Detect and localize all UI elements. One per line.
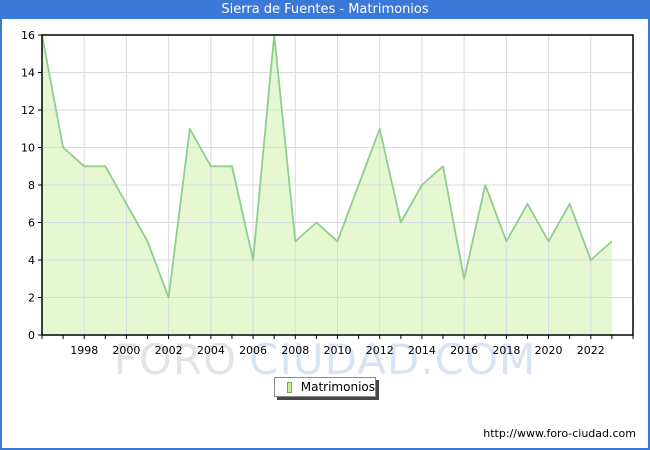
legend-label: Matrimonios	[300, 380, 375, 394]
x-tick-label: 2012	[366, 344, 394, 357]
x-tick-label: 2020	[535, 344, 563, 357]
watermark: FORO CIUDAD.COM	[2, 332, 648, 388]
x-tick-label: 2006	[239, 344, 267, 357]
x-tick-label: 2002	[155, 344, 183, 357]
y-tick-label: 4	[28, 254, 35, 267]
x-tick-label: 2000	[112, 344, 140, 357]
y-tick-label: 8	[28, 179, 35, 192]
y-tick-label: 16	[21, 29, 35, 42]
y-tick-label: 2	[28, 292, 35, 305]
x-tick-label: 2008	[281, 344, 309, 357]
x-tick-label: 2018	[492, 344, 520, 357]
y-tick-label: 10	[21, 142, 35, 155]
y-tick-label: 6	[28, 217, 35, 230]
window-title-bar: Sierra de Fuentes - Matrimonios	[2, 0, 648, 19]
x-tick-label: 1998	[70, 344, 98, 357]
page-title: Sierra de Fuentes - Matrimonios	[221, 2, 429, 17]
legend: Matrimonios	[274, 377, 376, 397]
watermark-text-2: CIUDAD.COM	[249, 335, 537, 384]
x-tick-label: 2022	[577, 344, 605, 357]
y-tick-label: 12	[21, 104, 35, 117]
x-tick-label: 2014	[408, 344, 436, 357]
x-tick-label: 2004	[197, 344, 225, 357]
line-series	[41, 34, 613, 299]
x-tick-label: 2016	[450, 344, 478, 357]
x-tick-label: 2010	[324, 344, 352, 357]
watermark-text-1: FORO	[113, 335, 238, 384]
footer-url: http://www.foro-ciudad.com	[483, 427, 636, 440]
y-tick-label: 14	[21, 67, 35, 80]
y-tick-label: 0	[28, 329, 35, 342]
legend-swatch-icon	[287, 381, 292, 393]
